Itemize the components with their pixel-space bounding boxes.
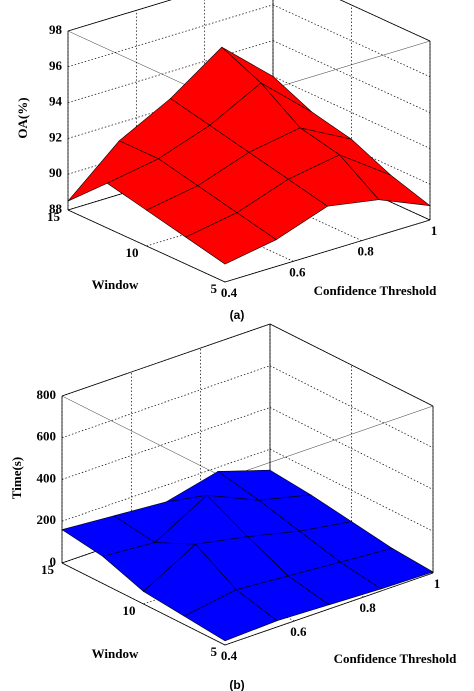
z-tick-label: 96 bbox=[49, 58, 63, 73]
y-axis-label: Window bbox=[92, 277, 139, 292]
y-tick-label: 15 bbox=[41, 562, 55, 577]
grid-line bbox=[272, 4, 431, 78]
x-axis-label: Confidence Threshold bbox=[314, 283, 437, 298]
grid-line bbox=[269, 323, 434, 407]
x-tick-label: 0.4 bbox=[221, 285, 238, 300]
x-tick-label: 0.6 bbox=[290, 624, 307, 639]
axis-line bbox=[61, 395, 226, 479]
z-tick-label: 400 bbox=[37, 470, 57, 485]
x-tick-label: 1 bbox=[434, 576, 441, 591]
z-tick-label: 600 bbox=[37, 429, 57, 444]
surface-face bbox=[183, 589, 278, 642]
y-tick-label: 5 bbox=[211, 644, 218, 659]
x-tick-label: 0.4 bbox=[221, 648, 238, 663]
axis-line bbox=[224, 405, 434, 479]
axis-line bbox=[61, 323, 271, 397]
grid-line bbox=[67, 76, 274, 139]
y-tick-label: 10 bbox=[126, 245, 139, 260]
grid-line bbox=[67, 147, 274, 211]
grid-line bbox=[67, 0, 172, 32]
z-tick-label: 92 bbox=[49, 129, 62, 144]
z-axis-label: OA(%) bbox=[15, 97, 30, 138]
y-tick-label: 10 bbox=[123, 603, 136, 618]
y-axis-label: Window bbox=[92, 646, 139, 661]
caption: (a) bbox=[230, 308, 245, 322]
axis-line bbox=[339, 0, 431, 42]
z-tick-label: 800 bbox=[37, 387, 57, 402]
z-tick-label: 94 bbox=[49, 94, 63, 109]
z-tick-label: 90 bbox=[49, 165, 62, 180]
caption: (b) bbox=[229, 678, 244, 691]
x-tick-label: 0.6 bbox=[289, 264, 306, 279]
grid-line bbox=[224, 219, 431, 283]
grid-line bbox=[224, 572, 434, 646]
axis-line bbox=[67, 0, 172, 32]
grid-line bbox=[269, 365, 434, 449]
z-tick-label: 200 bbox=[37, 512, 57, 527]
grid-line bbox=[61, 407, 271, 480]
grid-line bbox=[61, 448, 271, 522]
grid-line bbox=[272, 40, 431, 113]
grid-line bbox=[67, 4, 274, 68]
y-tick-label: 5 bbox=[211, 281, 218, 296]
z-tick-label: 98 bbox=[49, 22, 63, 37]
x-tick-label: 0.8 bbox=[358, 244, 375, 259]
grid-line bbox=[67, 40, 274, 103]
x-tick-label: 0.8 bbox=[360, 600, 377, 615]
grid-line bbox=[269, 448, 434, 532]
x-axis-label: Confidence Threshold bbox=[334, 651, 457, 666]
grid-line bbox=[61, 365, 271, 439]
z-tick-label: 88 bbox=[49, 201, 63, 216]
grid-line bbox=[339, 0, 431, 42]
surface-face bbox=[185, 212, 277, 265]
z-tick-label: 0 bbox=[50, 554, 57, 569]
grid-line bbox=[272, 76, 431, 149]
grid-line bbox=[269, 407, 434, 490]
y-tick-label: 15 bbox=[47, 209, 61, 224]
grid-line bbox=[146, 183, 352, 247]
x-tick-label: 1 bbox=[431, 223, 438, 238]
z-axis-label: Time(s) bbox=[9, 457, 24, 499]
grid-line bbox=[67, 209, 226, 283]
grid-line bbox=[61, 323, 271, 397]
